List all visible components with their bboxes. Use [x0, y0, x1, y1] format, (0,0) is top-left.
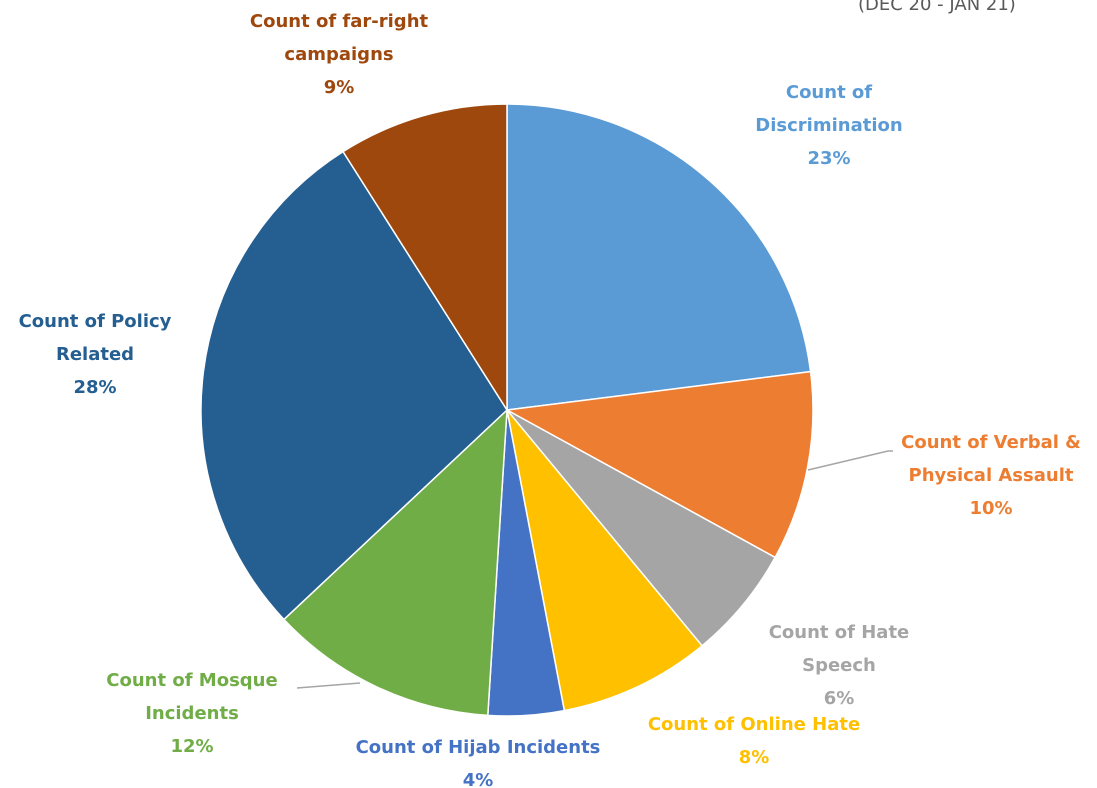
slice-label: Count of Hate Speech 6%: [754, 616, 924, 715]
slice-label: Count of Mosque Incidents 12%: [77, 664, 307, 763]
category-label: Count of Policy Related: [18, 311, 172, 365]
category-label: Count of Hijab Incidents: [355, 737, 601, 758]
category-label: Count of Hate Speech: [768, 622, 910, 676]
value-label: 10%: [969, 498, 1013, 519]
pie-slice: [342, 103, 508, 413]
value-label: 8%: [738, 747, 770, 768]
leader-line: [296, 682, 361, 689]
value-label: 23%: [807, 148, 851, 169]
category-label: Count of Online Hate: [647, 714, 861, 735]
slice-label: Count of far-right campaigns 9%: [214, 5, 464, 104]
slice-label: Count of Discrimination 23%: [729, 76, 929, 175]
value-label: 9%: [323, 77, 355, 98]
slice-label: Count of Online Hate 8%: [624, 708, 884, 774]
value-label: 12%: [170, 736, 214, 757]
category-label: Count of far-right campaigns: [249, 11, 429, 65]
category-label: Count of Verbal & Physical Assault: [901, 432, 1081, 486]
value-label: 4%: [462, 770, 494, 788]
chart-subtitle: (DEC 20 - JAN 21): [858, 0, 1016, 15]
value-label: 28%: [73, 377, 117, 398]
slice-label: Count of Hijab Incidents 4%: [328, 731, 628, 788]
category-label: Count of Discrimination: [755, 82, 903, 136]
pie-slice: [506, 103, 812, 411]
slice-label: Count of Verbal & Physical Assault 10%: [876, 426, 1097, 525]
pie-slice: [282, 408, 508, 717]
pie-slice: [506, 409, 704, 712]
slice-label: Count of Policy Related 28%: [0, 305, 190, 404]
value-label: 6%: [823, 688, 855, 709]
leader-line: [807, 450, 893, 471]
pie-slice: [200, 150, 508, 621]
pie-slice: [504, 370, 814, 559]
category-label: Count of Mosque Incidents: [106, 670, 278, 724]
